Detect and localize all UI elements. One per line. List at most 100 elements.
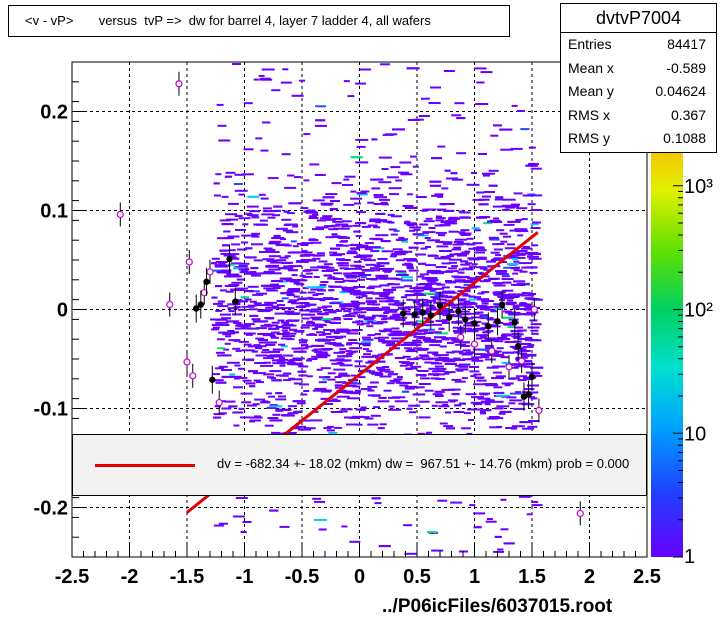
density-cell <box>493 291 506 294</box>
density-cell <box>397 272 407 275</box>
density-cell <box>373 406 381 409</box>
density-cell <box>292 357 305 360</box>
density-cell <box>346 252 358 255</box>
density-cell <box>369 269 380 272</box>
density-cell <box>407 259 418 262</box>
density-cell <box>414 310 426 313</box>
density-cell <box>365 263 376 266</box>
density-cell <box>529 271 538 274</box>
density-cell <box>495 394 509 397</box>
density-cell <box>500 498 507 501</box>
density-cell <box>419 377 430 380</box>
density-cell <box>368 285 382 288</box>
density-cell <box>350 243 357 246</box>
density-cell <box>315 292 324 295</box>
density-cell <box>474 251 485 254</box>
density-cell <box>227 202 239 205</box>
density-cell <box>412 386 425 389</box>
density-cell <box>409 226 422 229</box>
density-cell <box>376 308 389 311</box>
density-cell <box>524 305 535 308</box>
density-cell <box>457 271 465 274</box>
density-cell <box>389 193 400 196</box>
density-cell <box>451 378 462 381</box>
density-cell <box>454 359 466 361</box>
density-cell <box>384 277 396 280</box>
density-cell <box>234 214 243 217</box>
density-cell <box>372 354 380 357</box>
density-cell <box>298 383 309 386</box>
density-cell <box>462 267 474 270</box>
density-cell <box>262 210 276 213</box>
density-cell <box>423 317 430 320</box>
density-cell <box>353 311 367 314</box>
density-cell <box>387 373 398 376</box>
density-cell <box>461 377 468 380</box>
density-cell <box>411 344 422 347</box>
density-cell <box>310 308 319 311</box>
density-cell <box>448 230 459 233</box>
density-cell <box>490 400 504 403</box>
density-cell <box>321 318 332 321</box>
density-cell <box>378 336 390 339</box>
density-cell <box>285 230 293 233</box>
density-cell <box>475 246 484 249</box>
density-cell <box>308 217 319 219</box>
y-tick-label: -0.2 <box>34 498 68 520</box>
density-cell <box>525 360 533 363</box>
density-cell <box>473 526 482 529</box>
density-cell <box>236 323 243 326</box>
density-cell <box>312 389 326 392</box>
density-cell <box>339 259 351 262</box>
density-cell <box>508 313 520 316</box>
density-cell <box>435 312 449 315</box>
density-cell <box>322 196 335 199</box>
density-cell <box>456 117 466 120</box>
density-cell <box>216 338 225 341</box>
density-cell <box>300 326 310 329</box>
density-cell <box>323 297 334 300</box>
density-cell <box>341 288 355 290</box>
density-cell <box>424 277 438 279</box>
density-cell <box>417 329 428 332</box>
density-cell <box>291 274 298 277</box>
density-cell <box>348 275 361 278</box>
density-cell <box>388 340 402 343</box>
density-cell <box>359 68 371 71</box>
density-cell <box>221 369 232 371</box>
source-file-label: ../P06icFiles/6037015.root <box>382 596 613 617</box>
density-cell <box>320 367 331 370</box>
density-cell <box>263 247 273 250</box>
density-cell <box>493 124 502 127</box>
density-cell <box>515 256 526 259</box>
density-cell <box>521 266 531 269</box>
density-cell <box>402 390 410 393</box>
density-cell <box>242 223 249 226</box>
profile2-point <box>530 305 538 314</box>
density-cell <box>433 336 446 339</box>
density-cell <box>358 274 372 276</box>
profile-point <box>446 314 453 321</box>
density-cell <box>249 300 257 303</box>
density-cell <box>239 271 252 274</box>
density-cell <box>291 302 301 305</box>
density-cell <box>399 161 412 164</box>
density-cell <box>267 251 280 253</box>
density-cell <box>317 306 328 309</box>
density-cell <box>331 224 341 227</box>
density-cell <box>512 307 520 310</box>
density-cell <box>483 275 490 278</box>
density-cell <box>292 225 299 228</box>
density-cell <box>370 250 380 253</box>
density-cell <box>501 275 510 278</box>
density-cell <box>263 357 275 360</box>
density-cell <box>224 175 232 178</box>
density-cell <box>310 316 324 319</box>
density-cell <box>438 405 450 408</box>
density-cell <box>270 261 283 264</box>
density-cell <box>509 220 521 223</box>
density-cell <box>530 167 542 170</box>
density-cell <box>433 370 446 373</box>
density-cell <box>307 259 317 262</box>
density-cell <box>226 361 240 364</box>
